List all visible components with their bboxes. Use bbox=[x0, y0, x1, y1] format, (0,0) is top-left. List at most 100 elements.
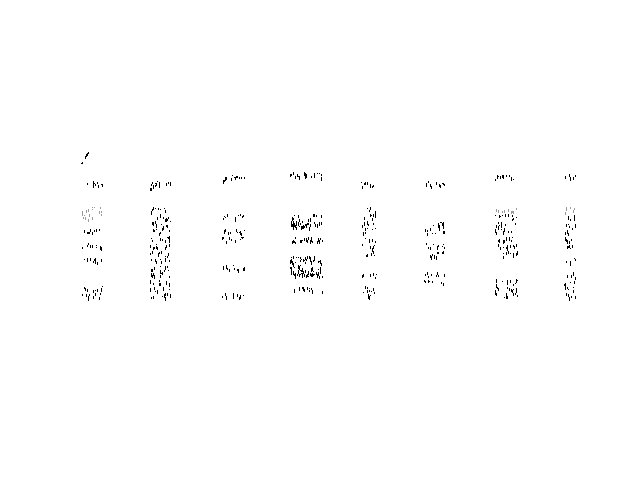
table-cell-fragment bbox=[510, 245, 511, 248]
table-cell-fragment bbox=[290, 267, 291, 269]
header-fragment bbox=[81, 163, 82, 164]
column-header-fragment bbox=[513, 179, 514, 180]
table-cell-fragment bbox=[510, 280, 511, 283]
table-cell-fragment bbox=[440, 222, 441, 223]
table-cell-fragment bbox=[164, 208, 165, 209]
table-cell-fragment bbox=[373, 251, 374, 253]
table-cell-fragment bbox=[375, 241, 376, 243]
table-cell-fragment bbox=[311, 261, 312, 265]
table-cell-fragment bbox=[151, 273, 152, 277]
table-cell-fragment bbox=[101, 247, 102, 251]
table-cell-fragment bbox=[93, 296, 94, 299]
table-cell-fragment bbox=[566, 293, 567, 296]
table-cell-fragment bbox=[85, 288, 86, 291]
table-cell-fragment bbox=[303, 271, 304, 274]
table-cell-fragment bbox=[156, 246, 157, 249]
table-cell-fragment bbox=[371, 215, 372, 216]
table-cell-fragment bbox=[311, 268, 312, 272]
table-cell-fragment bbox=[151, 238, 152, 239]
table-cell-fragment bbox=[506, 237, 507, 241]
table-cell-fragment bbox=[565, 286, 566, 290]
table-cell-fragment bbox=[300, 240, 301, 243]
table-cell-fragment bbox=[95, 260, 96, 264]
column-header-fragment bbox=[156, 183, 157, 186]
table-cell-fragment bbox=[367, 287, 368, 289]
column-header-fragment bbox=[367, 182, 368, 185]
table-cell-fragment bbox=[150, 280, 151, 284]
table-cell-fragment bbox=[566, 239, 567, 242]
table-cell-fragment bbox=[364, 222, 365, 224]
table-cell-fragment bbox=[573, 272, 574, 276]
table-cell-fragment bbox=[512, 211, 513, 213]
table-cell-fragment bbox=[100, 293, 101, 295]
column-header-fragment bbox=[503, 175, 504, 179]
table-cell-fragment bbox=[243, 237, 244, 238]
table-cell-fragment bbox=[569, 241, 570, 244]
table-cell-fragment bbox=[308, 219, 309, 222]
table-cell-fragment bbox=[299, 219, 300, 222]
table-cell-fragment bbox=[511, 211, 512, 214]
table-cell-fragment bbox=[500, 247, 501, 250]
column-header-fragment bbox=[495, 179, 496, 181]
column-header-fragment bbox=[236, 176, 237, 178]
column-header-fragment bbox=[102, 184, 103, 187]
column-header-fragment bbox=[93, 185, 94, 188]
table-cell-fragment bbox=[507, 296, 508, 299]
table-cell-fragment bbox=[318, 272, 319, 276]
table-cell-fragment bbox=[303, 225, 304, 229]
table-cell-fragment bbox=[443, 222, 444, 226]
column-header-fragment bbox=[102, 184, 103, 185]
table-cell-fragment bbox=[101, 214, 102, 216]
column-header-fragment bbox=[305, 176, 306, 179]
table-cell-fragment bbox=[224, 216, 225, 217]
table-cell-fragment bbox=[169, 260, 170, 262]
table-cell-fragment bbox=[311, 238, 312, 242]
table-cell-fragment bbox=[514, 246, 515, 249]
table-cell-fragment bbox=[431, 274, 432, 276]
table-cell-fragment bbox=[320, 260, 321, 262]
table-cell-fragment bbox=[574, 258, 575, 259]
table-cell-fragment bbox=[95, 290, 96, 291]
column-header-fragment bbox=[497, 175, 498, 177]
table-cell-fragment bbox=[166, 225, 167, 227]
table-cell-fragment bbox=[443, 244, 444, 245]
table-cell-fragment bbox=[150, 253, 151, 255]
table-cell-fragment bbox=[157, 290, 158, 294]
table-cell-fragment bbox=[507, 247, 508, 251]
table-cell-fragment bbox=[365, 228, 366, 231]
table-cell-fragment bbox=[496, 284, 497, 288]
column-header-fragment bbox=[155, 183, 156, 184]
table-cell-fragment bbox=[319, 261, 320, 262]
table-cell-fragment bbox=[368, 224, 369, 226]
table-cell-fragment bbox=[302, 240, 303, 241]
table-cell-fragment bbox=[373, 273, 374, 276]
table-cell-fragment bbox=[97, 289, 98, 292]
table-cell-fragment bbox=[87, 289, 88, 292]
table-cell-fragment bbox=[161, 273, 162, 274]
table-cell-fragment bbox=[223, 218, 224, 220]
table-cell-fragment bbox=[307, 257, 308, 258]
table-cell-fragment bbox=[150, 288, 151, 291]
column-header-fragment bbox=[159, 182, 160, 185]
table-cell-fragment bbox=[151, 259, 152, 261]
table-cell-fragment bbox=[166, 245, 167, 248]
column-header-fragment bbox=[444, 184, 445, 186]
table-cell-fragment bbox=[233, 265, 234, 266]
table-cell-fragment bbox=[301, 259, 302, 260]
table-cell-fragment bbox=[442, 252, 443, 254]
table-cell-fragment bbox=[443, 251, 444, 254]
column-header-fragment bbox=[293, 172, 294, 175]
table-cell-fragment bbox=[153, 247, 154, 250]
table-cell-fragment bbox=[84, 288, 85, 289]
table-cell-fragment bbox=[499, 225, 500, 226]
header-fragment bbox=[82, 162, 83, 164]
table-cell-fragment bbox=[570, 261, 571, 265]
table-cell-fragment bbox=[321, 222, 322, 225]
table-cell-fragment bbox=[90, 258, 91, 261]
table-cell-fragment bbox=[506, 252, 507, 255]
table-cell-fragment bbox=[309, 288, 310, 289]
table-cell-fragment bbox=[441, 222, 442, 223]
column-header-fragment bbox=[314, 173, 315, 177]
table-cell-fragment bbox=[298, 270, 299, 274]
table-cell-fragment bbox=[574, 208, 575, 210]
